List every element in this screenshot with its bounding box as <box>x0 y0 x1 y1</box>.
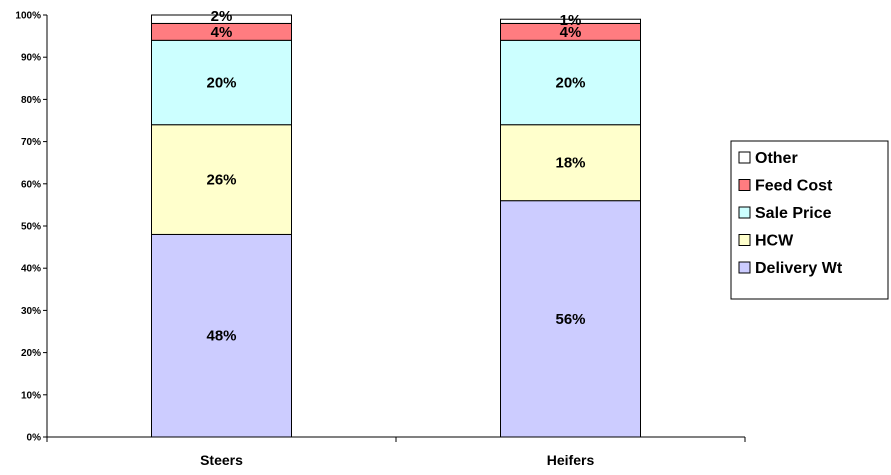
y-tick-label: 100% <box>15 11 41 22</box>
data-label: 56% <box>555 311 585 328</box>
data-label: 20% <box>206 75 236 92</box>
bar-segment-hcw <box>151 124 292 235</box>
legend-label: Delivery Wt <box>755 260 843 277</box>
x-category-label: Steers <box>200 452 243 468</box>
bar-segment-sale-price <box>151 39 292 126</box>
y-tick-label: 80% <box>21 95 41 106</box>
y-tick-label: 30% <box>21 306 41 317</box>
legend-box <box>730 140 889 300</box>
legend-swatch <box>738 261 751 274</box>
bar-segment-sale-price <box>500 39 641 126</box>
legend-label: HCW <box>755 233 794 250</box>
data-label: 4% <box>560 24 582 41</box>
y-tick-label: 40% <box>21 264 41 275</box>
legend-label: Other <box>755 150 798 167</box>
y-tick-label: 50% <box>21 222 41 233</box>
data-label: 1% <box>560 12 582 29</box>
x-category-label: Heifers <box>547 452 595 468</box>
data-labels: 48%26%20%4%2%56%18%20%4%1% <box>206 8 585 345</box>
y-tick-label: 60% <box>21 179 41 190</box>
y-tick-label: 70% <box>21 137 41 148</box>
bar-segment-delivery-wt <box>151 233 292 438</box>
legend-swatch <box>738 151 751 164</box>
data-label: 2% <box>211 8 233 25</box>
y-tick-label: 90% <box>21 53 41 64</box>
bar-segment-other <box>151 14 292 24</box>
y-tick-label: 0% <box>27 433 42 444</box>
y-tick-label: 10% <box>21 390 41 401</box>
data-label: 4% <box>211 24 233 41</box>
legend-label: Feed Cost <box>755 178 833 195</box>
legend-swatch <box>738 234 751 246</box>
legend-swatch <box>738 206 751 219</box>
data-label: 18% <box>555 155 585 172</box>
bars <box>151 14 641 438</box>
bar-segment-delivery-wt <box>500 200 641 438</box>
data-label: 48% <box>206 328 236 345</box>
legend-label: Sale Price <box>755 205 832 222</box>
data-label: 20% <box>555 75 585 92</box>
data-label: 26% <box>206 172 236 189</box>
legend-swatch <box>738 179 751 191</box>
legend: Other Feed Cost Sale Price HCW Delivery Wt <box>730 140 889 300</box>
bar-segment-hcw <box>500 124 641 202</box>
y-tick-label: 20% <box>21 348 41 359</box>
bar-segment-other <box>500 18 641 24</box>
